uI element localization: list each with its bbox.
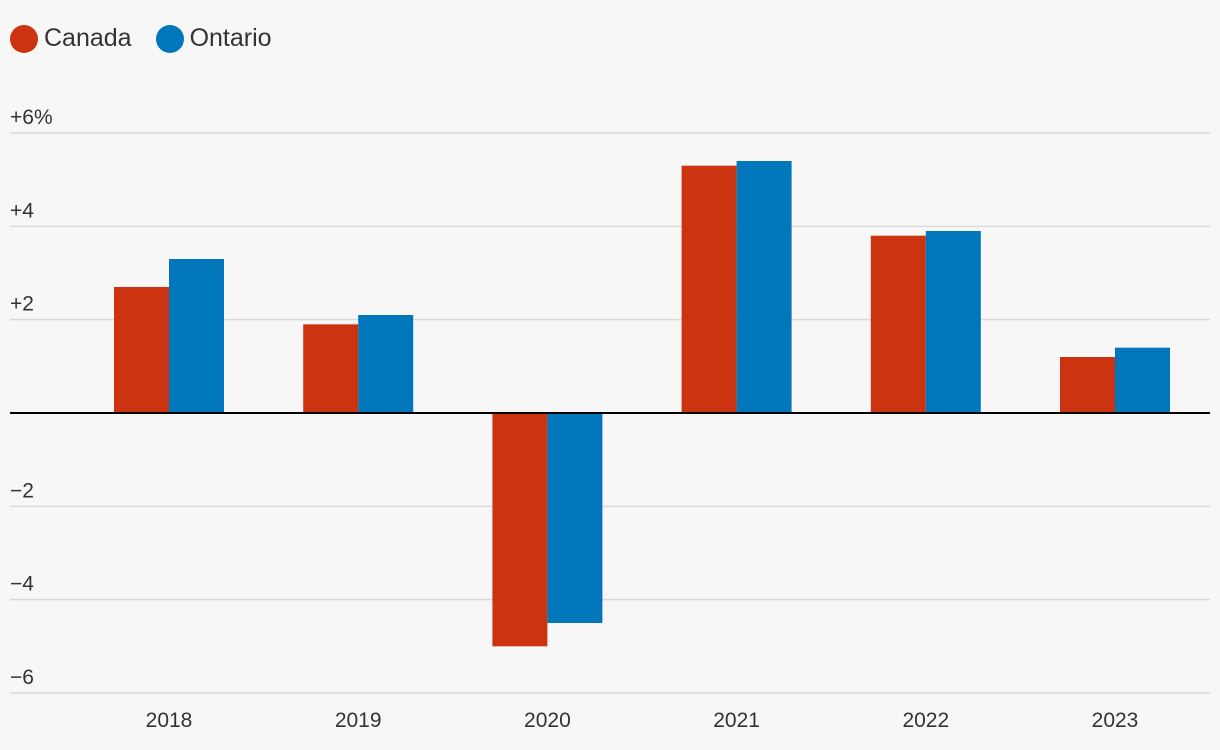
legend: Canada Ontario <box>10 24 272 53</box>
gridlines <box>10 132 1210 694</box>
legend-label-ontario: Ontario <box>189 24 272 52</box>
y-tick-label: +2 <box>10 293 34 316</box>
bar-canada-2019 <box>303 324 359 413</box>
bar-ontario-2018 <box>169 259 224 413</box>
bar-ontario-2019 <box>358 315 414 413</box>
bar-ontario-2023 <box>1115 347 1170 413</box>
x-tick-label: 2020 <box>524 709 571 732</box>
legend-swatch-ontario <box>155 24 184 53</box>
legend-item-ontario: Ontario <box>155 24 272 53</box>
y-tick-label: +6% <box>10 106 53 129</box>
y-tick-label: −4 <box>10 573 34 596</box>
legend-label-canada: Canada <box>44 24 132 52</box>
y-tick-label: +4 <box>10 199 34 222</box>
x-tick-label: 2019 <box>335 709 382 732</box>
bar-canada-2018 <box>114 287 169 413</box>
x-tick-label: 2021 <box>713 709 760 732</box>
bar-canada-2022 <box>870 235 926 413</box>
bar-canada-2023 <box>1060 357 1115 413</box>
axes: +6% +4 +2 −2 −4 −6 2018 2019 2020 2021 2022 2023 <box>10 106 1210 732</box>
x-tick-label: 2023 <box>1092 709 1139 732</box>
legend-swatch-canada <box>10 24 38 53</box>
y-tick-label: −6 <box>10 666 34 689</box>
x-tick-label: 2022 <box>902 709 949 732</box>
bars <box>114 161 1170 647</box>
bar-canada-2021 <box>681 165 737 413</box>
bar-ontario-2021 <box>736 161 792 413</box>
bar-ontario-2020 <box>547 413 603 623</box>
bar-canada-2020 <box>492 413 548 647</box>
bar-ontario-2022 <box>925 231 981 413</box>
x-tick-label: 2018 <box>146 709 193 732</box>
y-tick-label: −2 <box>10 479 34 502</box>
legend-item-canada: Canada <box>10 24 132 53</box>
